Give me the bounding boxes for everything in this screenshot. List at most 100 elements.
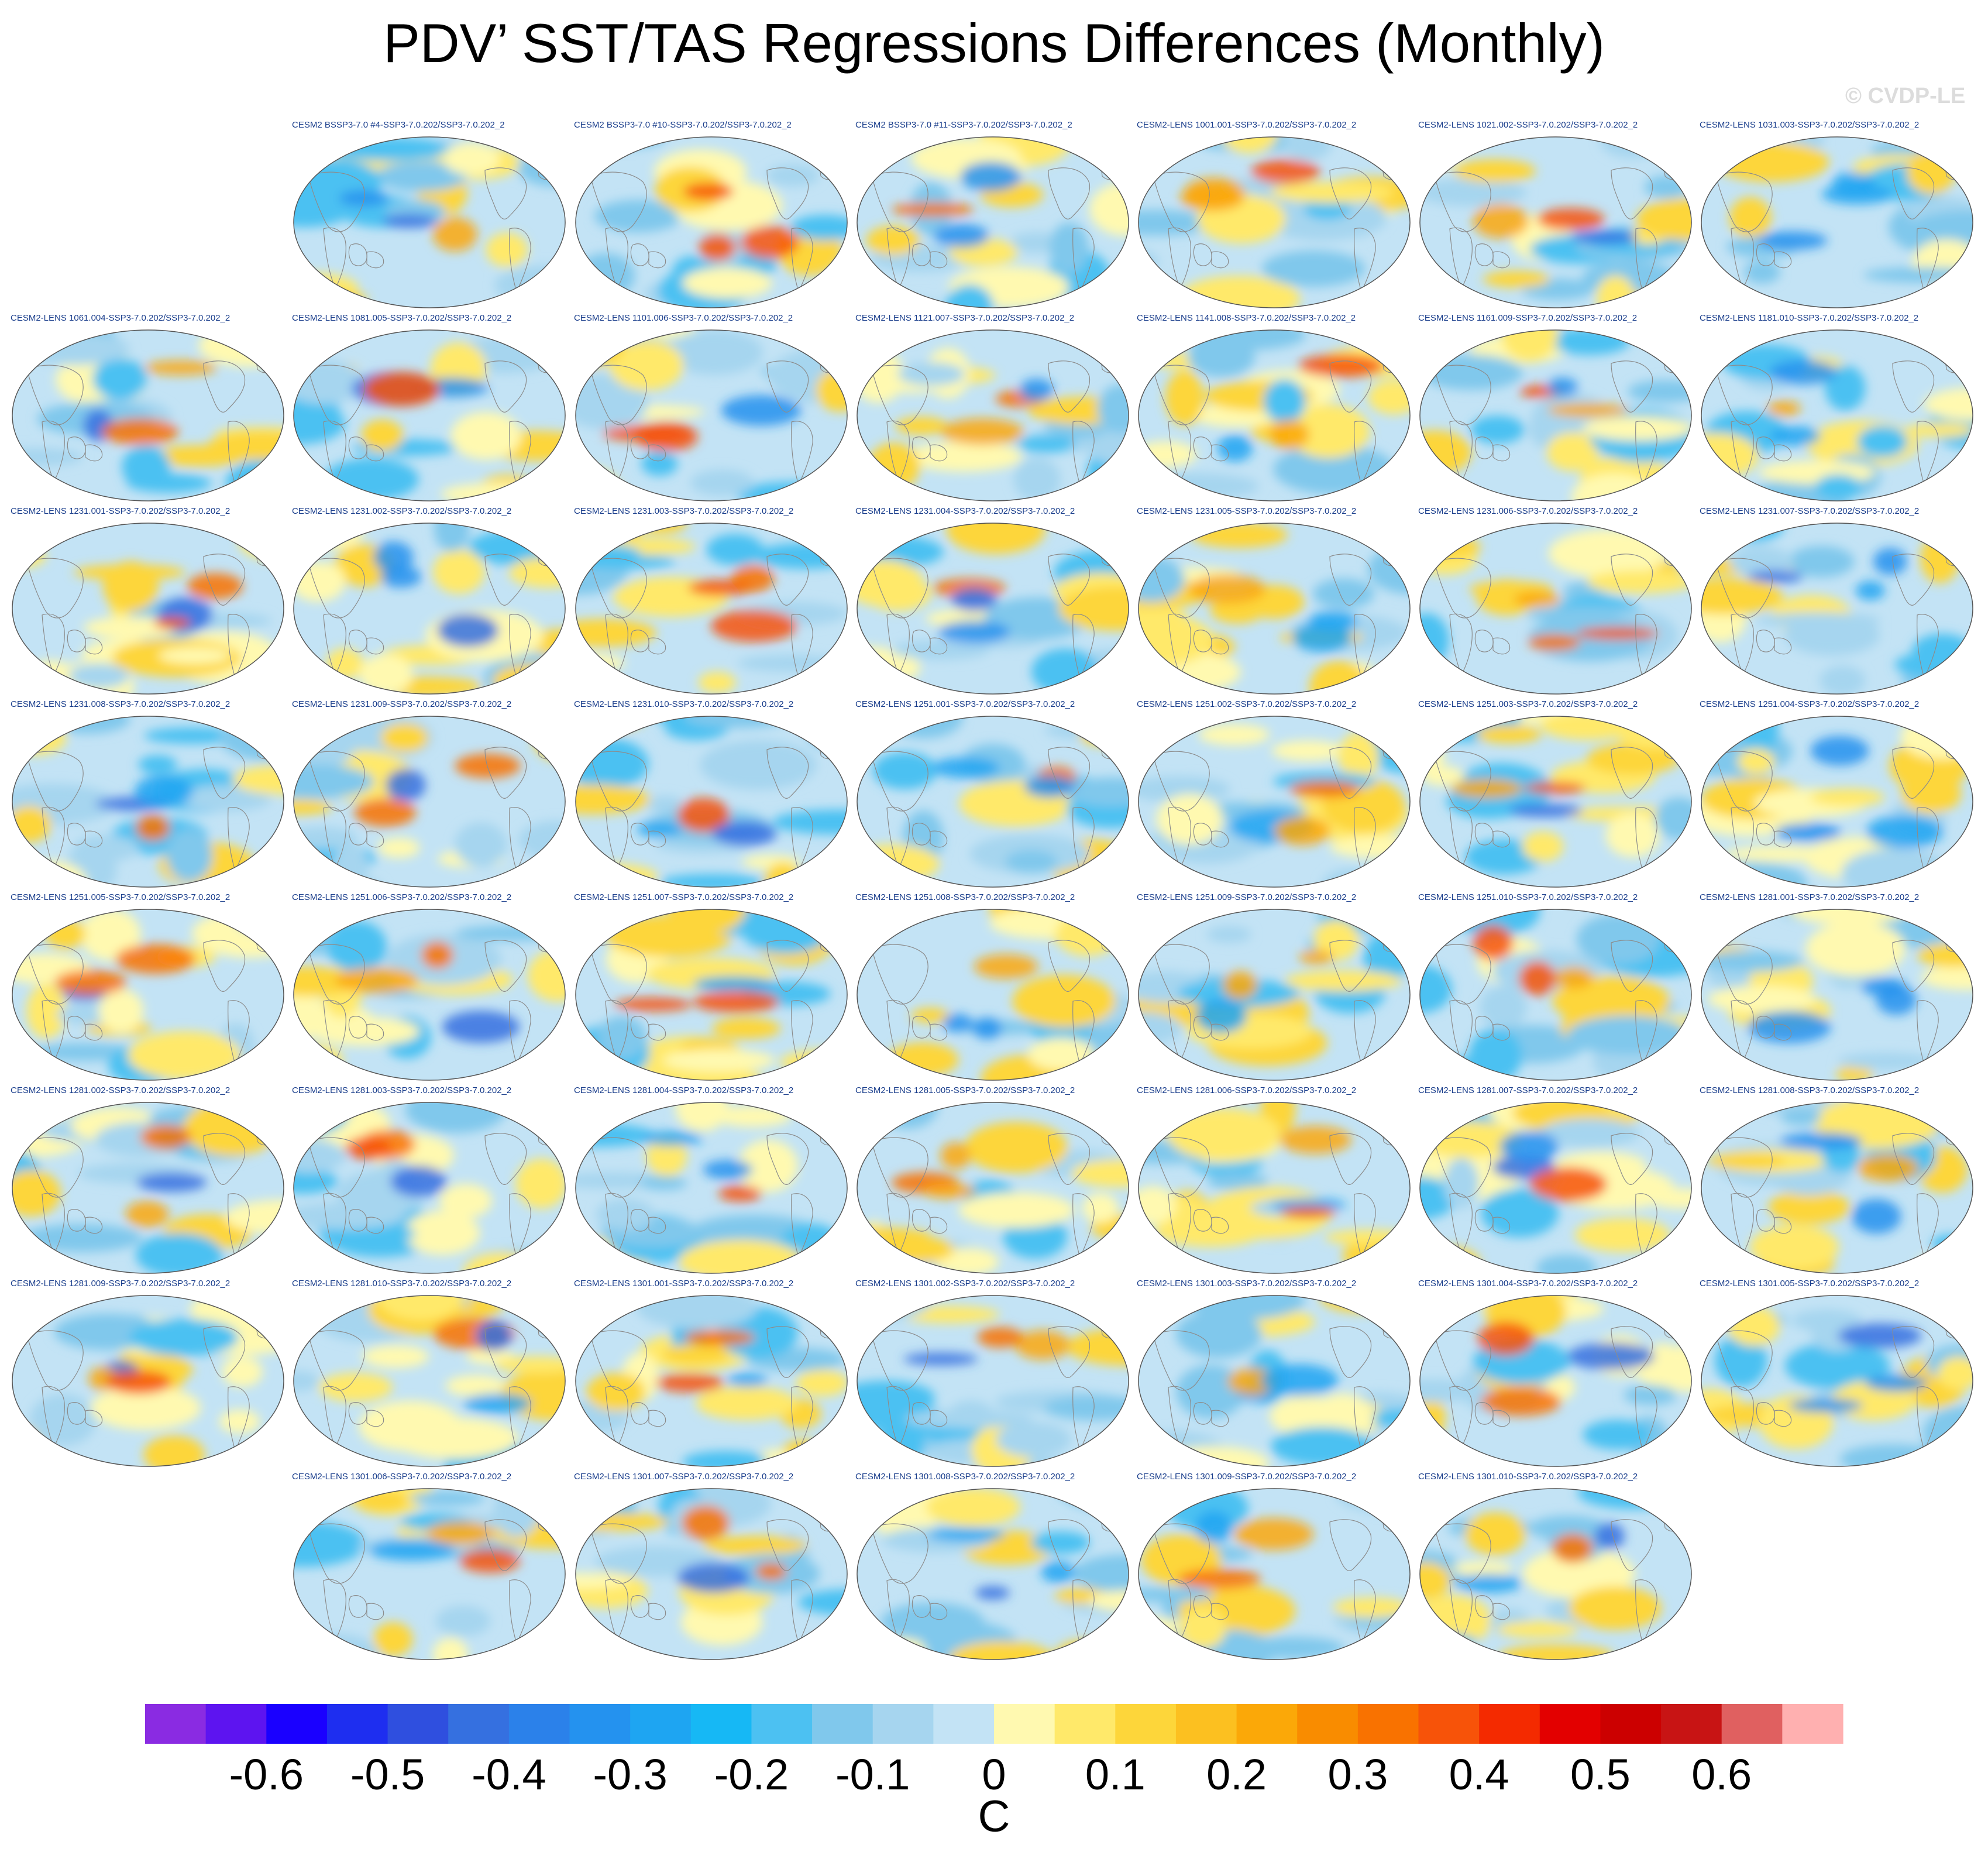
map-panel: CESM2-LENS 1231.001-SSP3-7.0.202/SSP3-7.… — [11, 506, 291, 699]
map-panel: CESM2-LENS 1251.005-SSP3-7.0.202/SSP3-7.… — [11, 892, 291, 1085]
map-plot — [857, 1102, 1129, 1274]
map-plot — [857, 523, 1129, 695]
panel-label: CESM2-LENS 1251.010-SSP3-7.0.202/SSP3-7.… — [1418, 892, 1638, 902]
map-panel: CESM2-LENS 1161.009-SSP3-7.0.202/SSP3-7.… — [1418, 313, 1699, 506]
map-panel: CESM2 BSSP3-7.0 #11-SSP3-7.0.202/SSP3-7.… — [855, 120, 1136, 313]
chart-title: PDV’ SST/TAS Regressions Differences (Mo… — [383, 12, 1605, 74]
map-plot — [1138, 136, 1411, 308]
map-panel: CESM2-LENS 1231.009-SSP3-7.0.202/SSP3-7.… — [292, 699, 573, 892]
map-panel: CESM2-LENS 1231.010-SSP3-7.0.202/SSP3-7.… — [574, 699, 855, 892]
map-panel: CESM2-LENS 1231.008-SSP3-7.0.202/SSP3-7.… — [11, 699, 291, 892]
map-panel: CESM2-LENS 1251.007-SSP3-7.0.202/SSP3-7.… — [574, 892, 855, 1085]
map-panel: CESM2-LENS 1301.006-SSP3-7.0.202/SSP3-7.… — [292, 1472, 573, 1665]
panel-label: CESM2-LENS 1281.006-SSP3-7.0.202/SSP3-7.… — [1137, 1085, 1357, 1095]
map-panel: CESM2-LENS 1251.001-SSP3-7.0.202/SSP3-7.… — [855, 699, 1136, 892]
panel-label: CESM2-LENS 1231.009-SSP3-7.0.202/SSP3-7.… — [292, 699, 512, 709]
map-plot — [293, 1102, 566, 1274]
map-plot — [1138, 1488, 1411, 1660]
panel-label: CESM2 BSSP3-7.0 #10-SSP3-7.0.202/SSP3-7.… — [574, 120, 792, 130]
map-plot — [857, 909, 1129, 1081]
map-panel: CESM2-LENS 1251.009-SSP3-7.0.202/SSP3-7.… — [1137, 892, 1418, 1085]
panel-label: CESM2-LENS 1281.009-SSP3-7.0.202/SSP3-7.… — [11, 1279, 231, 1289]
map-panel: CESM2-LENS 1281.003-SSP3-7.0.202/SSP3-7.… — [292, 1085, 573, 1279]
map-panel: CESM2-LENS 1301.002-SSP3-7.0.202/SSP3-7.… — [855, 1279, 1136, 1472]
panel-label: CESM2-LENS 1231.004-SSP3-7.0.202/SSP3-7.… — [855, 506, 1075, 516]
panel-label: CESM2-LENS 1301.004-SSP3-7.0.202/SSP3-7.… — [1418, 1279, 1638, 1289]
map-panel: CESM2-LENS 1281.001-SSP3-7.0.202/SSP3-7.… — [1700, 892, 1980, 1085]
map-panel: CESM2-LENS 1251.010-SSP3-7.0.202/SSP3-7.… — [1418, 892, 1699, 1085]
panel-label: CESM2-LENS 1281.003-SSP3-7.0.202/SSP3-7.… — [292, 1085, 512, 1095]
panel-label: CESM2-LENS 1281.001-SSP3-7.0.202/SSP3-7.… — [1700, 892, 1920, 902]
colorbar-swatch — [1782, 1704, 1843, 1744]
panel-label: CESM2-LENS 1251.001-SSP3-7.0.202/SSP3-7.… — [855, 699, 1075, 709]
colorbar-swatch — [387, 1704, 449, 1744]
colorbar-swatch — [1479, 1704, 1540, 1744]
colorbar-swatch — [1721, 1704, 1783, 1744]
panel-label: CESM2-LENS 1251.005-SSP3-7.0.202/SSP3-7.… — [11, 892, 231, 902]
colorbar-swatch — [205, 1704, 267, 1744]
map-plot — [1701, 329, 1973, 501]
colorbar-swatch — [1236, 1704, 1298, 1744]
map-panel: CESM2-LENS 1231.004-SSP3-7.0.202/SSP3-7.… — [855, 506, 1136, 699]
map-plot — [1701, 909, 1973, 1081]
watermark: © CVDP-LE — [1845, 84, 1966, 108]
map-plot — [857, 1295, 1129, 1467]
panel-label: CESM2-LENS 1251.006-SSP3-7.0.202/SSP3-7.… — [292, 892, 512, 902]
map-plot — [1138, 716, 1411, 888]
colorbar-swatch — [1115, 1704, 1177, 1744]
colorbar-unit-label: C — [978, 1792, 1010, 1841]
map-plot — [857, 1488, 1129, 1660]
panel-label: CESM2-LENS 1231.010-SSP3-7.0.202/SSP3-7.… — [574, 699, 794, 709]
map-plot — [1138, 1102, 1411, 1274]
panel-label: CESM2-LENS 1231.005-SSP3-7.0.202/SSP3-7.… — [1137, 506, 1357, 516]
map-panel: CESM2-LENS 1301.009-SSP3-7.0.202/SSP3-7.… — [1137, 1472, 1418, 1665]
map-panel: CESM2-LENS 1081.005-SSP3-7.0.202/SSP3-7.… — [292, 313, 573, 506]
map-plot — [1419, 1295, 1692, 1467]
map-panel: CESM2-LENS 1281.005-SSP3-7.0.202/SSP3-7.… — [855, 1085, 1136, 1279]
map-panel: CESM2-LENS 1181.010-SSP3-7.0.202/SSP3-7.… — [1700, 313, 1980, 506]
panel-label: CESM2-LENS 1301.003-SSP3-7.0.202/SSP3-7.… — [1137, 1279, 1357, 1289]
panel-label: CESM2-LENS 1181.010-SSP3-7.0.202/SSP3-7.… — [1700, 313, 1919, 323]
map-plot — [1419, 523, 1692, 695]
map-panel: CESM2-LENS 1301.004-SSP3-7.0.202/SSP3-7.… — [1418, 1279, 1699, 1472]
map-plot — [857, 136, 1129, 308]
panel-label: CESM2-LENS 1301.008-SSP3-7.0.202/SSP3-7.… — [855, 1472, 1075, 1482]
map-panel: CESM2-LENS 1231.007-SSP3-7.0.202/SSP3-7.… — [1700, 506, 1980, 699]
colorbar-swatch — [751, 1704, 813, 1744]
panel-label: CESM2-LENS 1251.009-SSP3-7.0.202/SSP3-7.… — [1137, 892, 1357, 902]
map-plot — [12, 909, 284, 1081]
panel-label: CESM2-LENS 1031.003-SSP3-7.0.202/SSP3-7.… — [1700, 120, 1920, 130]
map-plot — [12, 329, 284, 501]
map-plot — [575, 716, 848, 888]
colorbar-swatch — [1539, 1704, 1601, 1744]
map-plot — [1138, 909, 1411, 1081]
map-panel: CESM2-LENS 1301.005-SSP3-7.0.202/SSP3-7.… — [1700, 1279, 1980, 1472]
map-plot — [12, 1102, 284, 1274]
map-panel: CESM2-LENS 1301.008-SSP3-7.0.202/SSP3-7.… — [855, 1472, 1136, 1665]
map-plot — [1419, 716, 1692, 888]
map-panel: CESM2-LENS 1301.010-SSP3-7.0.202/SSP3-7.… — [1418, 1472, 1699, 1665]
map-plot — [293, 1295, 566, 1467]
panel-label: CESM2-LENS 1281.010-SSP3-7.0.202/SSP3-7.… — [292, 1279, 512, 1289]
panel-label: CESM2-LENS 1281.004-SSP3-7.0.202/SSP3-7.… — [574, 1085, 794, 1095]
colorbar-swatch — [690, 1704, 752, 1744]
panel-label: CESM2-LENS 1251.003-SSP3-7.0.202/SSP3-7.… — [1418, 699, 1638, 709]
map-plot — [12, 716, 284, 888]
panel-label: CESM2-LENS 1281.005-SSP3-7.0.202/SSP3-7.… — [855, 1085, 1075, 1095]
colorbar-swatch — [933, 1704, 995, 1744]
map-panel: CESM2-LENS 1141.008-SSP3-7.0.202/SSP3-7.… — [1137, 313, 1418, 506]
map-plot — [293, 909, 566, 1081]
panel-label: CESM2-LENS 1301.010-SSP3-7.0.202/SSP3-7.… — [1418, 1472, 1638, 1482]
panel-label: CESM2-LENS 1231.003-SSP3-7.0.202/SSP3-7.… — [574, 506, 794, 516]
map-plot — [293, 136, 566, 308]
map-panel: CESM2 BSSP3-7.0 #4-SSP3-7.0.202/SSP3-7.0… — [292, 120, 573, 313]
map-panel: CESM2-LENS 1251.003-SSP3-7.0.202/SSP3-7.… — [1418, 699, 1699, 892]
map-panel: CESM2-LENS 1061.004-SSP3-7.0.202/SSP3-7.… — [11, 313, 291, 506]
colorbar-swatch — [630, 1704, 692, 1744]
panel-label: CESM2-LENS 1231.007-SSP3-7.0.202/SSP3-7.… — [1700, 506, 1920, 516]
map-plot — [575, 329, 848, 501]
map-plot — [575, 1295, 848, 1467]
colorbar-swatch — [1357, 1704, 1419, 1744]
map-plot — [857, 716, 1129, 888]
colorbar-swatch — [1661, 1704, 1722, 1744]
